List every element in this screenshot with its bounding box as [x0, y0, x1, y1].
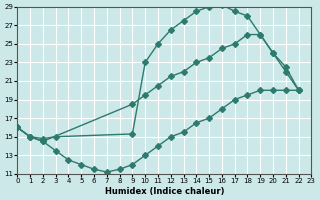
X-axis label: Humidex (Indice chaleur): Humidex (Indice chaleur)	[105, 187, 224, 196]
